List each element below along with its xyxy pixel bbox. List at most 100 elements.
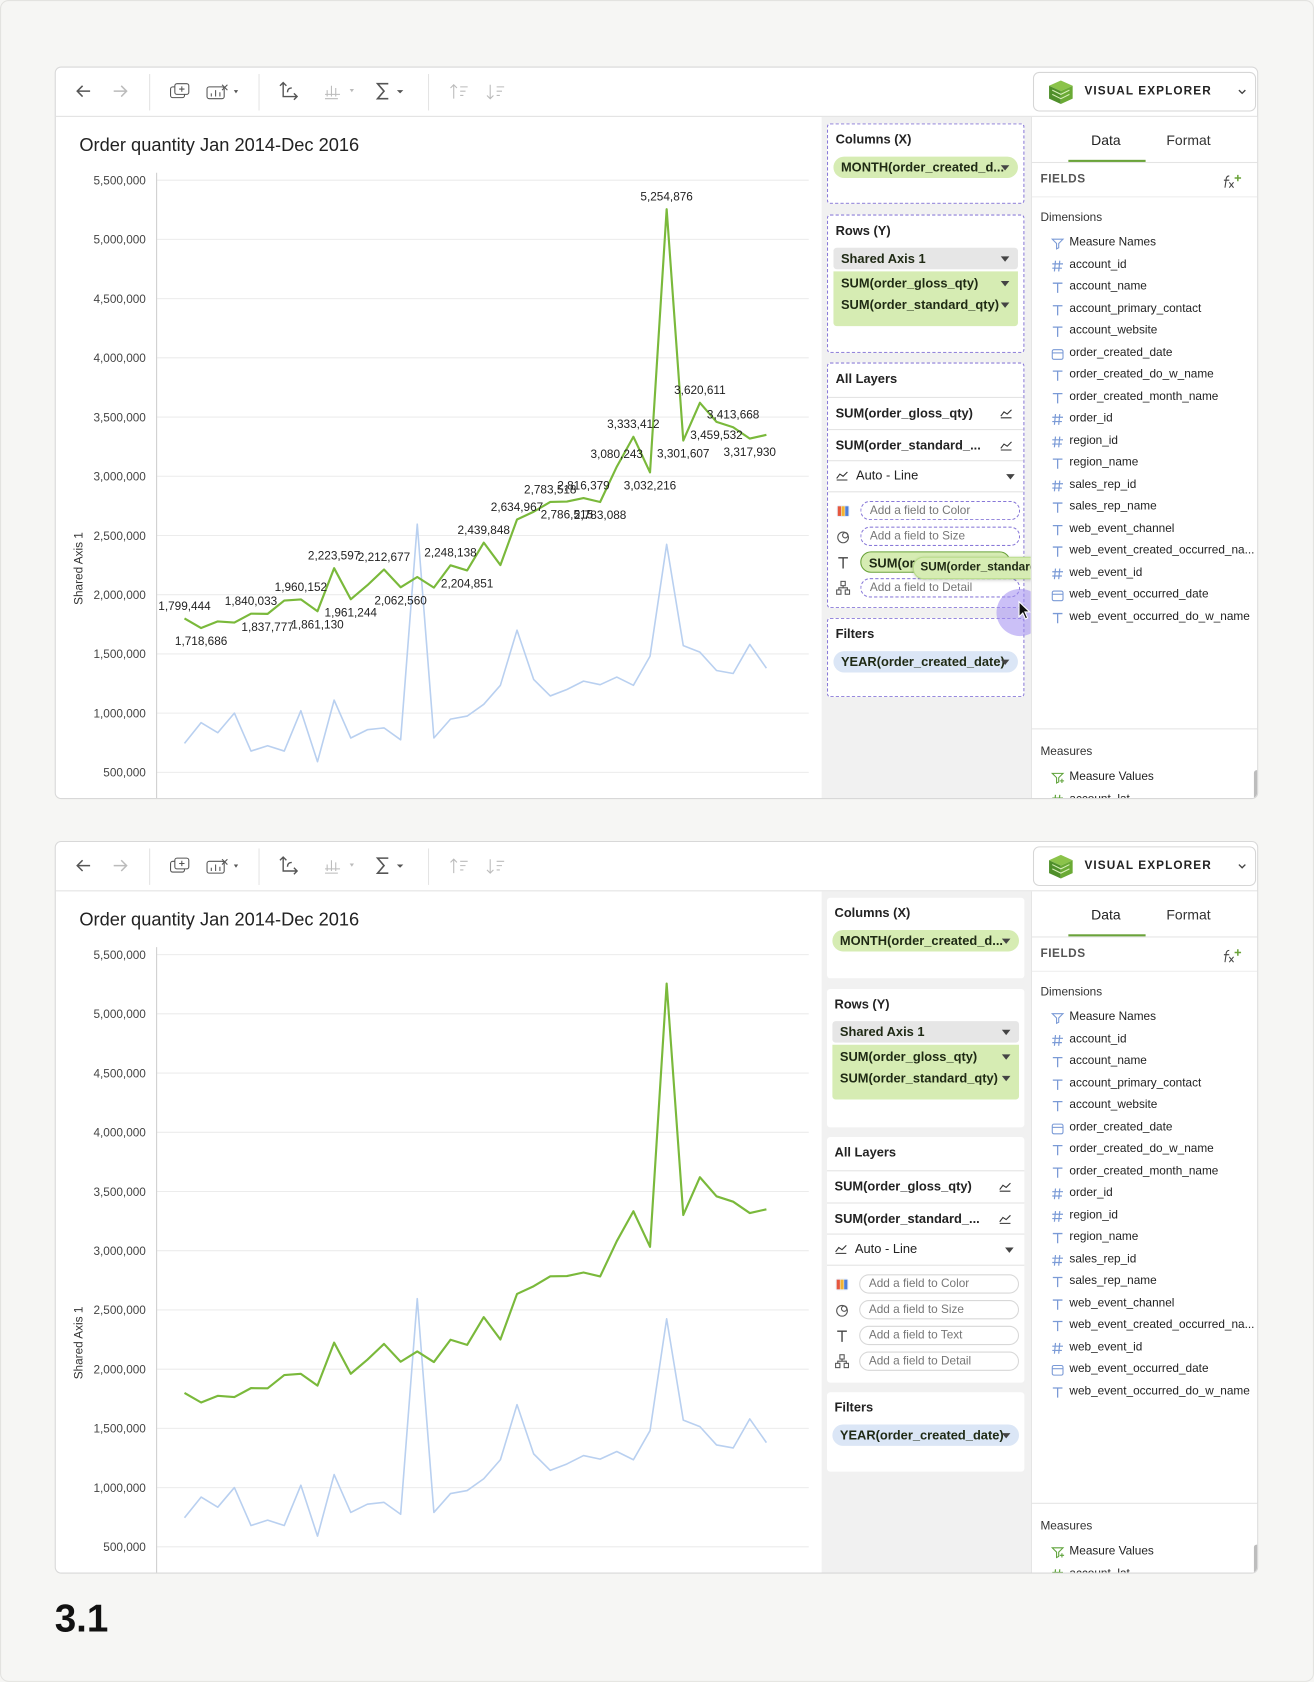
sort-size-button[interactable] bbox=[324, 856, 358, 875]
field-item[interactable]: account_website bbox=[1069, 323, 1158, 337]
duplicate-button[interactable] bbox=[169, 83, 190, 100]
encoding-slot[interactable]: Add a field to Size bbox=[860, 526, 1021, 546]
field-item[interactable]: order_id bbox=[1069, 1186, 1113, 1200]
field-item[interactable]: order_created_date bbox=[1069, 345, 1173, 359]
divider bbox=[1031, 196, 1258, 198]
mark-type[interactable]: Auto - Line bbox=[855, 467, 919, 483]
icon-part bbox=[1234, 949, 1242, 956]
icon-part bbox=[1050, 1013, 1065, 1025]
clear-button[interactable] bbox=[206, 857, 242, 874]
field-item[interactable]: order_created_do_w_name bbox=[1069, 367, 1214, 381]
field-item[interactable]: account_name bbox=[1069, 279, 1147, 293]
field-item[interactable]: region_name bbox=[1069, 455, 1139, 469]
field-item[interactable]: web_event_channel bbox=[1069, 521, 1175, 535]
swap-axes-button[interactable] bbox=[279, 81, 299, 101]
field-item[interactable]: order_created_do_w_name bbox=[1069, 1142, 1214, 1156]
sort-size-button[interactable] bbox=[324, 82, 358, 101]
field-item[interactable]: order_created_date bbox=[1069, 1120, 1173, 1134]
shelf-pill[interactable]: SUM(order_standard_qty) bbox=[833, 294, 1017, 315]
columns-shelf: Columns (X) MONTH(order_created_d... bbox=[827, 123, 1025, 204]
explorer-switcher[interactable]: VISUAL EXPLORER bbox=[1032, 846, 1257, 887]
forward-button[interactable] bbox=[113, 85, 128, 98]
field-item[interactable]: Measure Values bbox=[1069, 770, 1154, 784]
shelf-pill[interactable]: SUM(order_standard_qty) bbox=[832, 1067, 1019, 1088]
field-item[interactable]: account_id bbox=[1069, 1032, 1127, 1046]
encoding-slot[interactable]: Add a field to Detail bbox=[859, 1351, 1020, 1371]
field-item[interactable]: account_id bbox=[1069, 257, 1127, 271]
sort-desc-button[interactable] bbox=[486, 857, 505, 874]
add-calculation[interactable] bbox=[1223, 174, 1242, 189]
icon-part bbox=[1052, 1100, 1063, 1112]
shelf-pill[interactable]: SUM(order_gloss_qty) bbox=[833, 272, 1017, 293]
explorer-switcher[interactable]: VISUAL EXPLORER bbox=[1032, 71, 1257, 112]
field-item[interactable]: web_event_channel bbox=[1069, 1296, 1175, 1310]
back-button[interactable] bbox=[76, 859, 91, 872]
sort-asc-button[interactable] bbox=[449, 83, 468, 100]
shelf-pill[interactable]: SUM(order_gloss_qty) bbox=[832, 1046, 1019, 1067]
field-item[interactable]: region_id bbox=[1069, 433, 1118, 447]
encoding-slot[interactable]: Add a field to Color bbox=[860, 500, 1021, 521]
field-item[interactable]: order_id bbox=[1069, 411, 1113, 425]
shelf-pill[interactable]: MONTH(order_created_d... bbox=[832, 929, 1020, 952]
field-item[interactable]: web_event_occurred_date bbox=[1069, 587, 1209, 601]
layer-item[interactable]: SUM(order_standard_... bbox=[834, 1211, 980, 1227]
field-item[interactable]: web_event_occurred_do_w_name bbox=[1069, 609, 1250, 623]
field-item[interactable]: web_event_created_occurred_na... bbox=[1069, 1318, 1255, 1332]
field-item[interactable]: account_primary_contact bbox=[1069, 301, 1202, 315]
tab[interactable]: Format bbox=[1166, 131, 1211, 149]
field-item[interactable]: order_created_month_name bbox=[1069, 389, 1219, 403]
field-item[interactable]: Measure Names bbox=[1069, 1010, 1157, 1024]
field-item[interactable]: sales_rep_id bbox=[1069, 477, 1137, 491]
field-item[interactable]: account_website bbox=[1069, 1098, 1158, 1112]
icon-part bbox=[1052, 1078, 1063, 1090]
field-item[interactable]: account_lat bbox=[1069, 792, 1130, 800]
axis-pill[interactable]: Shared Axis 1 bbox=[833, 247, 1018, 270]
aggregate-button[interactable] bbox=[375, 857, 409, 874]
forward-button[interactable] bbox=[113, 859, 128, 872]
shelf-pill[interactable]: MONTH(order_created_d... bbox=[833, 156, 1018, 179]
field-item[interactable]: account_primary_contact bbox=[1069, 1076, 1202, 1090]
field-item[interactable]: order_created_month_name bbox=[1069, 1164, 1219, 1178]
icon-part bbox=[113, 859, 128, 872]
field-item[interactable]: account_lat bbox=[1069, 1566, 1130, 1574]
field-item[interactable]: region_id bbox=[1069, 1208, 1118, 1222]
tab[interactable]: Data bbox=[1091, 131, 1121, 149]
field-item[interactable]: web_event_occurred_do_w_name bbox=[1069, 1384, 1250, 1398]
tab[interactable]: Format bbox=[1166, 906, 1211, 923]
layer-item[interactable]: SUM(order_gloss_qty) bbox=[834, 1178, 972, 1194]
field-item[interactable]: account_name bbox=[1069, 1054, 1147, 1068]
field-item[interactable]: sales_rep_name bbox=[1069, 499, 1157, 513]
encoding-slot[interactable]: Add a field to Text bbox=[859, 1325, 1020, 1346]
field-item[interactable]: region_name bbox=[1069, 1230, 1139, 1244]
field-item[interactable]: Measure Values bbox=[1069, 1544, 1154, 1558]
aggregate-button[interactable] bbox=[375, 82, 409, 100]
add-calculation[interactable] bbox=[1223, 948, 1242, 963]
encoding-slot[interactable]: Add a field to Detail bbox=[860, 578, 1021, 598]
layer-item[interactable]: SUM(order_gloss_qty) bbox=[835, 405, 973, 421]
field-item[interactable]: sales_rep_id bbox=[1069, 1252, 1137, 1266]
field-item[interactable]: web_event_created_occurred_na... bbox=[1069, 543, 1255, 557]
encoding-slot[interactable]: Add a field to Size bbox=[859, 1300, 1020, 1320]
field-item[interactable]: sales_rep_name bbox=[1069, 1274, 1157, 1288]
clear-button[interactable] bbox=[206, 83, 242, 100]
filter-pill[interactable]: YEAR(order_created_date) bbox=[833, 651, 1018, 673]
axis-pill[interactable]: Shared Axis 1 bbox=[832, 1021, 1020, 1043]
icon-part bbox=[843, 1362, 850, 1369]
swap-axes-button[interactable] bbox=[279, 856, 299, 875]
layer-item[interactable]: SUM(order_standard_... bbox=[835, 437, 981, 453]
duplicate-button[interactable] bbox=[169, 857, 190, 874]
back-button[interactable] bbox=[76, 85, 91, 98]
icon-part bbox=[1052, 612, 1063, 623]
field-item[interactable]: web_event_id bbox=[1069, 565, 1143, 579]
tab[interactable]: Data bbox=[1091, 906, 1121, 923]
filter-pill[interactable]: YEAR(order_created_date) bbox=[832, 1424, 1020, 1446]
sort-desc-button[interactable] bbox=[486, 83, 505, 100]
series-line bbox=[183, 1297, 768, 1537]
mark-type[interactable]: Auto - Line bbox=[854, 1241, 918, 1257]
field-item[interactable]: Measure Names bbox=[1069, 235, 1157, 249]
field-item[interactable]: web_event_occurred_date bbox=[1069, 1362, 1209, 1376]
field-item[interactable]: web_event_id bbox=[1069, 1340, 1143, 1354]
y-tick-label: 2,500,000 bbox=[93, 530, 146, 543]
encoding-slot[interactable]: Add a field to Color bbox=[859, 1274, 1020, 1294]
sort-asc-button[interactable] bbox=[449, 857, 468, 874]
